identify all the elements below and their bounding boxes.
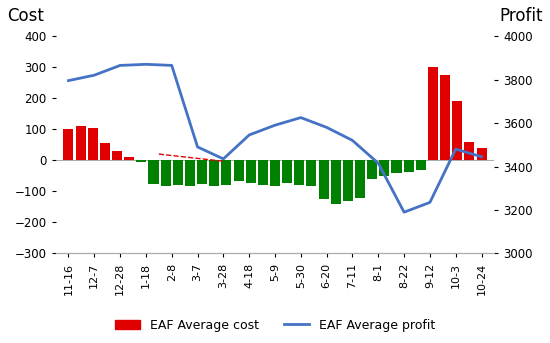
Bar xyxy=(197,160,207,184)
Text: Profit: Profit xyxy=(499,7,543,25)
Bar xyxy=(416,160,426,170)
Bar xyxy=(234,160,244,181)
Legend: EAF Average cost, EAF Average profit: EAF Average cost, EAF Average profit xyxy=(110,314,440,337)
Bar xyxy=(367,160,377,179)
Bar xyxy=(428,67,438,160)
Text: Cost: Cost xyxy=(7,7,44,25)
Bar xyxy=(331,160,341,204)
Bar xyxy=(476,148,487,160)
Bar xyxy=(452,101,462,160)
Bar xyxy=(173,160,183,185)
Bar xyxy=(161,160,170,186)
Bar xyxy=(209,160,219,186)
Bar xyxy=(306,160,316,186)
Bar xyxy=(88,128,98,160)
Bar xyxy=(136,160,146,162)
Bar xyxy=(294,160,304,185)
Bar xyxy=(124,157,134,160)
Bar xyxy=(100,143,110,160)
Bar xyxy=(282,160,292,183)
Bar xyxy=(355,160,365,198)
Bar xyxy=(185,160,195,186)
Bar xyxy=(258,160,268,185)
Bar xyxy=(379,160,389,176)
Bar xyxy=(270,160,280,186)
Bar xyxy=(404,160,414,172)
Bar xyxy=(318,160,328,199)
Bar xyxy=(440,75,450,160)
Bar xyxy=(392,160,402,173)
Bar xyxy=(343,160,353,201)
Bar xyxy=(63,129,74,160)
Bar xyxy=(222,160,232,185)
Bar xyxy=(246,160,256,183)
Bar xyxy=(75,126,86,160)
Bar xyxy=(148,160,158,184)
Bar xyxy=(464,142,475,160)
Bar xyxy=(112,151,122,160)
